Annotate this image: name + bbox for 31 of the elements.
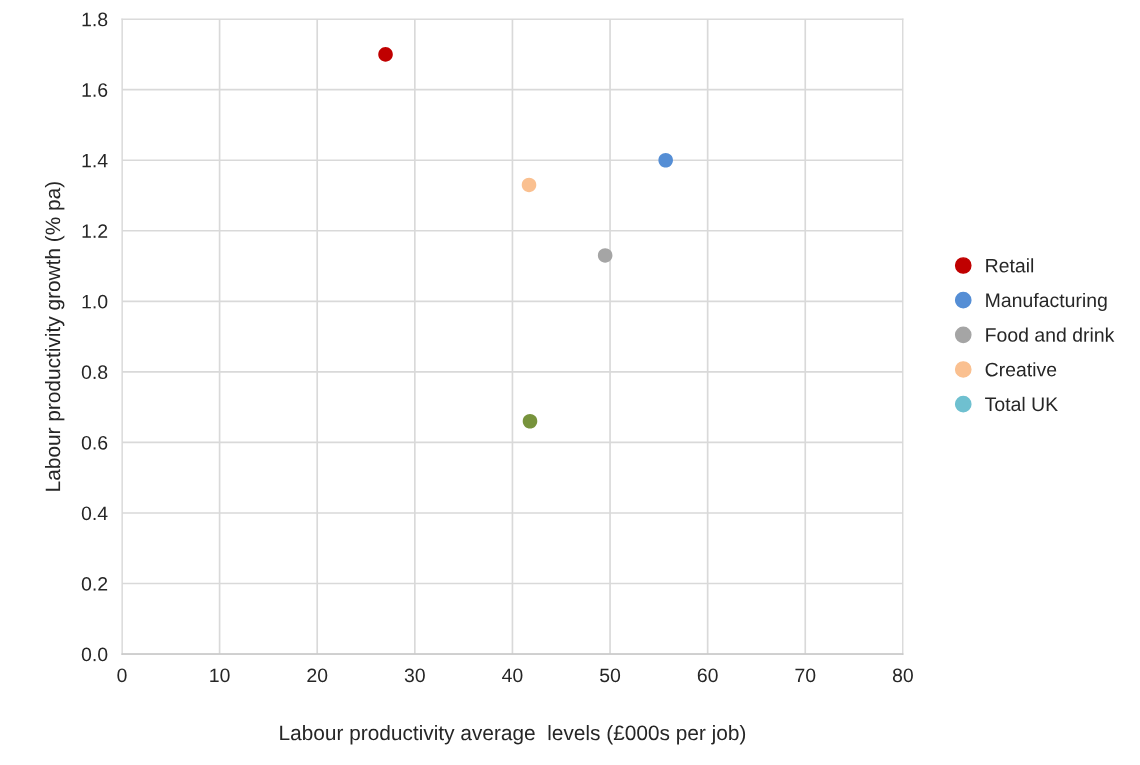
x-tick-label: 10 xyxy=(210,668,230,683)
y-tick-label: 0.8 xyxy=(81,365,108,380)
legend-label: Retail xyxy=(986,258,1034,273)
x-tick-label: 40 xyxy=(502,668,523,683)
x-axis-title: Labour productivity average levels (£000s per job) xyxy=(280,724,746,745)
legend-label: Creative xyxy=(985,362,1057,377)
legend-label: Total UK xyxy=(985,396,1058,412)
point xyxy=(522,413,538,429)
point xyxy=(658,152,673,168)
y-tick-label: 0.0 xyxy=(81,647,108,662)
x-tick-label: 20 xyxy=(307,668,328,683)
legend-label: Manufacturing xyxy=(986,292,1107,312)
point xyxy=(378,47,393,62)
point xyxy=(597,248,613,263)
x-tick-label: 70 xyxy=(795,668,816,683)
y-tick-label: 1.8 xyxy=(82,12,108,27)
x-tick-label: 80 xyxy=(892,668,913,683)
y-tick-label: 0.6 xyxy=(81,435,108,450)
x-tick-label: 50 xyxy=(600,668,621,683)
point xyxy=(521,177,537,193)
y-tick-label: 0.2 xyxy=(81,576,108,591)
y-tick-label: 1.6 xyxy=(82,83,108,97)
y-tick-label: 1.0 xyxy=(82,294,108,309)
x-tick-label: 60 xyxy=(697,668,718,683)
y-tick-label: 1.4 xyxy=(82,153,108,168)
y-tick-label: 0.4 xyxy=(81,506,108,521)
y-tick-label: 1.2 xyxy=(82,224,108,238)
legend-label: Food and drink xyxy=(986,327,1115,342)
y-axis-title: Labour productivity growth (% pa) xyxy=(44,182,65,491)
x-tick-label: 0 xyxy=(117,668,127,683)
x-tick-label: 30 xyxy=(404,668,425,683)
